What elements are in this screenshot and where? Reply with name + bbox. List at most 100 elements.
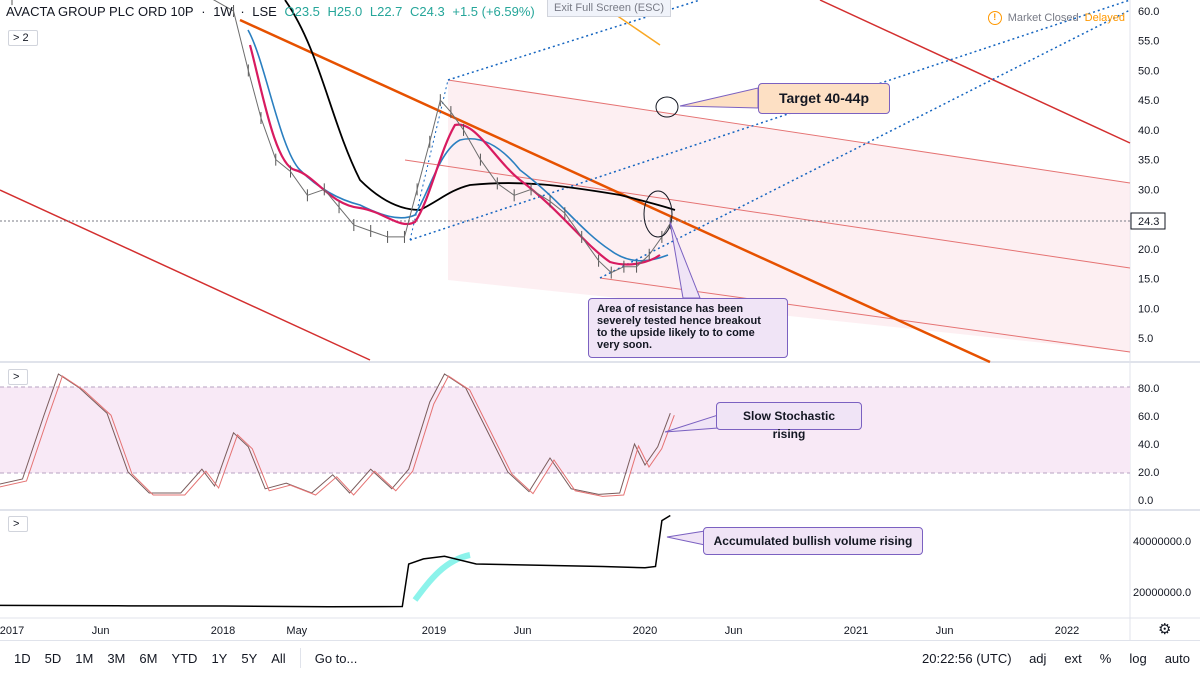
time-tick: 2019 xyxy=(422,625,446,637)
exchange-label: LSE xyxy=(252,4,277,19)
volume-callout-pointer xyxy=(666,530,706,546)
resistance-callout: Area of resistance has been severely tes… xyxy=(588,298,788,358)
price-candles xyxy=(11,0,671,279)
pitchfork-median xyxy=(404,159,1131,269)
time-tick: 2020 xyxy=(633,625,657,637)
log-toggle[interactable]: log xyxy=(1129,650,1147,666)
time-tick: May xyxy=(286,625,307,637)
percent-toggle[interactable]: % xyxy=(1099,650,1112,666)
time-tick: Jun xyxy=(514,625,532,637)
price-tick: 40.0 xyxy=(1138,125,1159,137)
resistance-line-2: severely tested hence breakout xyxy=(597,315,761,327)
stoch-tick: 20.0 xyxy=(1138,467,1159,479)
scale-options: adj ext % log auto xyxy=(1029,651,1190,666)
fib-projection-line xyxy=(409,0,1131,241)
volume-line-path xyxy=(0,514,671,608)
price-tick: 45.0 xyxy=(1138,95,1159,107)
market-status[interactable]: ! Market Closed Delayed xyxy=(987,11,1125,25)
time-tick: 2021 xyxy=(844,625,868,637)
resistance-line-4: very soon. xyxy=(597,339,653,351)
price-tick: 20.0 xyxy=(1138,244,1159,256)
stoch-tick: 80.0 xyxy=(1138,383,1159,395)
time-tick: Jun xyxy=(936,625,954,637)
channel-line-red xyxy=(819,0,1131,144)
stochastic-band xyxy=(0,387,1130,473)
range-3m[interactable]: 3M xyxy=(107,650,126,666)
stoch-tick: 40.0 xyxy=(1138,439,1159,451)
last-price-label: 24.3 xyxy=(1138,216,1159,228)
price-tick: 30.0 xyxy=(1138,184,1159,196)
price-line xyxy=(212,0,671,274)
volume-axis[interactable]: 40000000.0 20000000.0 xyxy=(1133,536,1191,599)
price-tick: 35.0 xyxy=(1138,155,1159,167)
target-ellipse xyxy=(655,96,679,118)
stochastic-axis[interactable]: 80.0 60.0 40.0 20.0 0.0 xyxy=(1138,383,1159,507)
stoch-tick: 0.0 xyxy=(1138,495,1153,507)
market-closed-label: Market Closed xyxy=(1007,12,1079,24)
price-tick: 5.0 xyxy=(1138,333,1153,345)
stoch-d-line xyxy=(0,375,675,497)
pitchfork-upper xyxy=(447,79,1131,184)
resistance-line-1: Area of resistance has been xyxy=(597,303,744,315)
chart-canvas[interactable]: 60.0 55.0 50.0 45.0 40.0 35.0 30.0 2 5.0 20.0 15.0… xyxy=(0,0,1200,640)
target-callout-text: Target 40-44p xyxy=(779,90,869,106)
range-1m[interactable]: 1M xyxy=(75,650,94,666)
auto-toggle[interactable]: auto xyxy=(1164,650,1190,666)
volume-line xyxy=(0,514,671,608)
indicators-toggle-button[interactable]: > 2 xyxy=(8,30,38,46)
bottom-toolbar: 1D 5D 1M 3M 6M YTD 1Y 5Y All Go to... 20… xyxy=(0,640,1200,675)
goto-button[interactable]: Go to... xyxy=(314,650,358,666)
stochastic-callout: Slow Stochastic rising xyxy=(716,402,862,441)
chevron-right-icon: > xyxy=(13,32,20,44)
range-1y[interactable]: 1Y xyxy=(211,650,228,666)
interval-label[interactable]: 1W xyxy=(213,4,233,19)
resistance-ellipse xyxy=(643,190,673,238)
warning-icon: ! xyxy=(987,11,1002,25)
chevron-right-icon: > xyxy=(13,371,20,383)
pitchfork-fill xyxy=(448,80,1130,352)
time-tick: 2017 xyxy=(0,625,24,637)
range-5d[interactable]: 5D xyxy=(44,650,62,666)
range-1d[interactable]: 1D xyxy=(14,650,31,666)
volume-tick: 40000000.0 xyxy=(1133,536,1191,548)
volume-tick: 20000000.0 xyxy=(1133,587,1191,599)
time-tick: 2018 xyxy=(211,625,235,637)
price-tick: 55.0 xyxy=(1138,36,1159,48)
volume-callout-text: Accumulated bullish volume rising xyxy=(713,534,913,548)
open-value: O23.5 xyxy=(284,4,320,19)
adj-toggle[interactable]: adj xyxy=(1029,650,1047,666)
high-value: H25.0 xyxy=(327,4,363,19)
price-axis[interactable]: 60.055.050.045.040.035.030.025.020.015.0… xyxy=(1138,6,1159,345)
clock-label[interactable]: 20:22:56 (UTC) xyxy=(922,650,1012,666)
symbol-name[interactable]: AVACTA GROUP PLC ORD 10P xyxy=(6,4,194,19)
fib-projection-line xyxy=(599,9,1131,279)
channel-line-red xyxy=(0,189,371,361)
low-value: L22.7 xyxy=(369,4,403,19)
volume-highlight xyxy=(412,552,471,602)
resistance-line-3: to the upside likely to to come xyxy=(597,327,755,339)
change-value: +1.5 (+6.59%) xyxy=(452,4,535,19)
time-axis[interactable]: 2017 Jun 2018 May 2019 Jun 2020 Jun 2021 Jun 2022 xyxy=(0,625,1079,637)
stochastic-lines xyxy=(0,373,675,497)
range-all[interactable]: All xyxy=(271,650,286,666)
last-price-badge xyxy=(1130,212,1166,230)
price-tick: 15.0 xyxy=(1138,274,1159,286)
range-ytd[interactable]: YTD xyxy=(171,650,198,666)
ext-toggle[interactable]: ext xyxy=(1064,650,1082,666)
volume-callout: Accumulated bullish volume rising xyxy=(703,527,923,555)
ma-black xyxy=(284,0,676,211)
range-5y[interactable]: 5Y xyxy=(241,650,258,666)
gear-icon[interactable]: ⚙ xyxy=(1158,621,1172,638)
exit-fullscreen-button[interactable]: Exit Full Screen (ESC) xyxy=(547,0,672,17)
volume-pane-toggle-button[interactable]: > xyxy=(8,516,28,532)
indicators-count: 2 xyxy=(22,32,29,44)
stoch-k-line xyxy=(0,373,671,495)
close-value: C24.3 xyxy=(410,4,445,19)
symbol-header[interactable]: AVACTA GROUP PLC ORD 10P · 1W · LSE O23.… xyxy=(6,4,535,19)
target-callout: Target 40-44p xyxy=(758,83,890,114)
time-tick: Jun xyxy=(92,625,110,637)
chevron-right-icon: > xyxy=(13,518,20,530)
time-tick: 2022 xyxy=(1055,625,1079,637)
stoch-pane-toggle-button[interactable]: > xyxy=(8,369,28,385)
range-6m[interactable]: 6M xyxy=(139,650,158,666)
